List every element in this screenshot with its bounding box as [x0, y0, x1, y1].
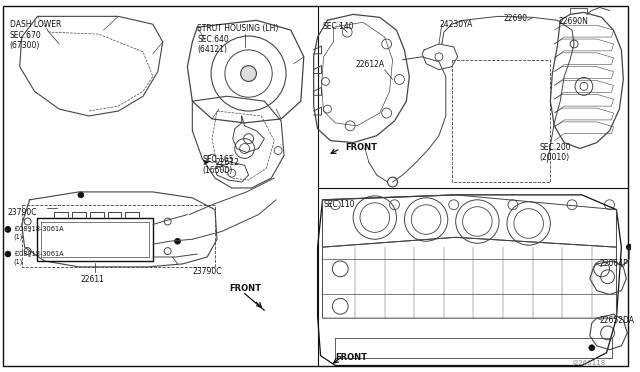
Text: 24230YA: 24230YA — [440, 20, 473, 29]
Text: DASH LOWER
SEC.670
(67300): DASH LOWER SEC.670 (67300) — [10, 20, 61, 50]
Text: SEC.165
(16500): SEC.165 (16500) — [202, 155, 234, 175]
Text: STRUT HOUSING (LH)
SEC.640
(64121): STRUT HOUSING (LH) SEC.640 (64121) — [197, 24, 278, 54]
Circle shape — [5, 227, 11, 232]
Text: FRONT: FRONT — [335, 353, 367, 362]
Text: Ð08918-3061A
(1): Ð08918-3061A (1) — [14, 251, 63, 264]
Text: 22612: 22612 — [215, 158, 239, 167]
Text: 22690: 22690 — [503, 15, 527, 23]
Circle shape — [5, 251, 11, 257]
Circle shape — [175, 238, 180, 244]
Text: 23790C: 23790C — [193, 267, 222, 276]
Circle shape — [589, 345, 595, 351]
Text: 22612A: 22612A — [355, 60, 384, 69]
Text: SEC.200
(20010): SEC.200 (20010) — [540, 142, 571, 162]
Text: 22064P: 22064P — [600, 259, 628, 268]
Text: SEC.140: SEC.140 — [323, 22, 354, 31]
Text: FRONT: FRONT — [345, 142, 377, 152]
Text: SEC.110: SEC.110 — [323, 200, 355, 209]
Text: Ð08918-3061A
(1): Ð08918-3061A (1) — [14, 227, 63, 240]
Circle shape — [78, 192, 84, 198]
Text: 22690N: 22690N — [558, 17, 588, 26]
Text: FRONT: FRONT — [229, 283, 261, 293]
Text: 23790C: 23790C — [8, 208, 37, 217]
Text: J2260118: J2260118 — [572, 360, 605, 366]
Text: 22611: 22611 — [81, 275, 105, 284]
Circle shape — [627, 244, 632, 250]
Text: 22652DA: 22652DA — [600, 316, 635, 325]
Circle shape — [241, 66, 257, 81]
